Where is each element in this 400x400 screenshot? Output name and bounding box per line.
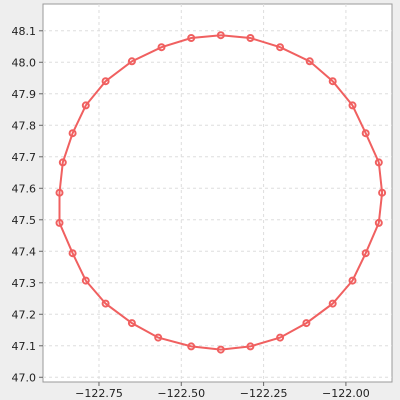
x-tick-label: −122.00: [322, 387, 370, 400]
y-tick-label: 48.1: [12, 25, 37, 38]
data-point: [246, 342, 255, 351]
data-point: [328, 299, 337, 308]
data-point: [246, 34, 255, 42]
data-point: [101, 77, 110, 86]
data-point: [348, 276, 357, 285]
y-tick-label: 47.4: [12, 245, 37, 258]
x-tick-label: −122.75: [75, 387, 123, 400]
data-point: [361, 129, 370, 138]
data-point: [157, 43, 166, 52]
data-point: [81, 101, 90, 110]
y-tick-label: 47.0: [12, 371, 37, 384]
y-tick-label: 47.1: [12, 340, 37, 353]
y-tick-label: 47.6: [12, 182, 37, 195]
data-point: [187, 342, 196, 351]
axes: [39, 30, 347, 386]
data-point: [302, 319, 311, 328]
data-point: [374, 158, 383, 167]
grid-lines: [43, 4, 392, 382]
data-point: [305, 57, 314, 66]
data-point: [276, 43, 285, 52]
y-tick-label: 47.8: [12, 119, 37, 132]
data-point: [127, 319, 136, 328]
y-tick-label: 47.7: [12, 151, 37, 164]
data-point: [378, 188, 387, 197]
data-point: [276, 333, 285, 342]
y-tick-label: 47.2: [12, 308, 37, 321]
data-point: [55, 218, 64, 227]
data-point: [187, 34, 196, 42]
y-tick-label: 47.5: [12, 214, 37, 227]
y-tick-label: 48.0: [12, 56, 37, 69]
data-point: [154, 333, 163, 342]
data-point: [127, 57, 136, 66]
series-line: [58, 34, 384, 351]
data-point: [101, 299, 110, 308]
plot-area: [42, 3, 393, 383]
tick-labels: 47.0 47.1 47.2 47.3 47.4 47.5 47.6 47.7 47.8 47.9…: [12, 25, 370, 400]
y-tick-label: 47.9: [12, 88, 37, 101]
data-point: [216, 345, 225, 354]
data-point: [58, 158, 67, 167]
x-tick-label: −122.50: [157, 387, 205, 400]
data-point: [216, 31, 225, 40]
data-point: [68, 249, 77, 258]
data-point: [55, 188, 64, 197]
x-tick-label: −122.25: [240, 387, 288, 400]
data-point: [68, 129, 77, 138]
data-point: [348, 101, 357, 110]
data-point: [81, 276, 90, 285]
data-point: [374, 218, 383, 227]
series: [55, 31, 387, 354]
y-tick-label: 47.3: [12, 277, 37, 290]
data-point: [328, 77, 337, 86]
data-point: [361, 249, 370, 258]
